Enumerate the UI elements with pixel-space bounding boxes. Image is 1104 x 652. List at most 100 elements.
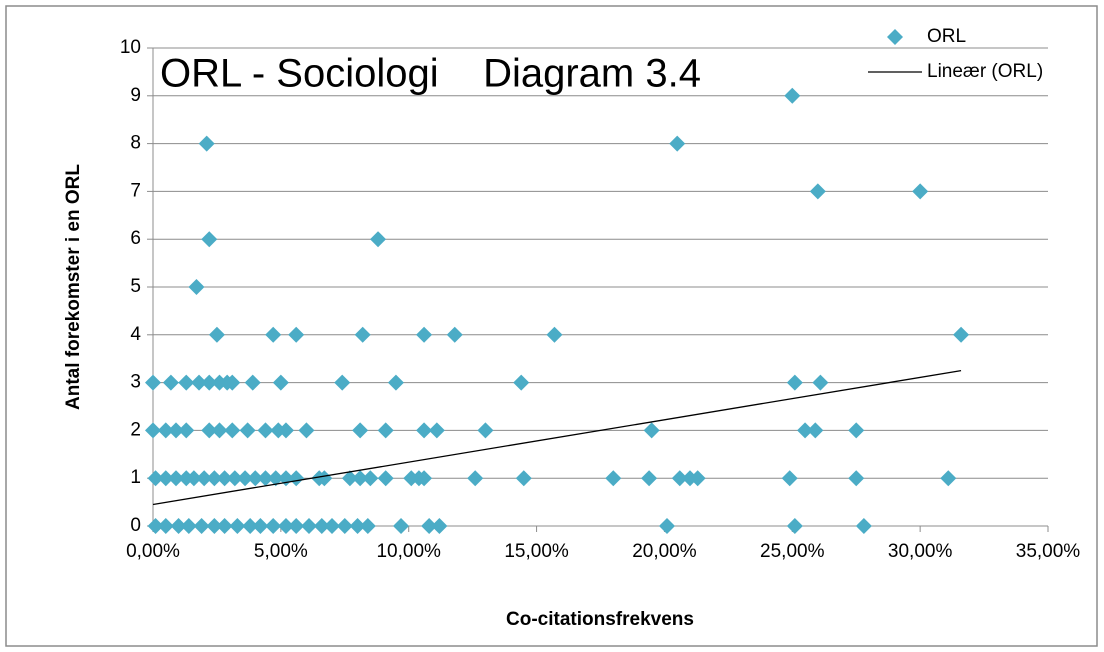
point [421,518,438,534]
point [288,518,305,534]
point [416,326,433,343]
point [298,422,315,439]
y-axis-label: Antal forekomster i en ORL [63,164,84,410]
point [188,279,205,295]
y-tick-label: 5 [130,276,141,297]
chart-title: ORL - Sociologi Diagram 3.4 [160,52,701,96]
point [157,422,174,439]
point [786,518,803,534]
point [226,470,243,487]
point [277,422,294,439]
point [252,518,269,534]
point [229,518,246,534]
y-tick-label: 2 [130,419,141,440]
y-tick-label: 6 [130,228,141,249]
point [168,422,185,439]
point [211,422,228,439]
point [784,87,801,104]
chart-frame [5,5,1098,647]
point [797,422,814,439]
point [324,518,340,534]
point [912,183,929,200]
point [201,231,218,248]
point [416,470,433,487]
point [272,374,289,391]
point [336,518,353,534]
point [224,422,241,439]
point [781,470,798,487]
point [428,422,445,439]
point [201,374,218,391]
point [216,518,233,534]
point [178,374,195,391]
point [265,518,282,534]
point [362,470,379,487]
point [201,422,218,439]
point [643,422,660,439]
point [848,470,865,487]
x-tick-label: 30,00% [888,541,953,562]
point [669,135,686,152]
point [446,326,463,343]
point [180,518,197,534]
point [239,422,256,439]
x-tick-label: 25,00% [760,541,825,562]
point [178,422,195,439]
point [359,518,376,534]
point [377,470,394,487]
point [198,135,215,152]
point [354,326,371,343]
point [515,470,532,487]
point [247,470,264,487]
point [162,374,179,391]
point [237,470,254,487]
point [242,518,259,534]
point [940,470,957,487]
point [431,518,448,534]
y-tick-label: 3 [130,372,141,393]
point [145,374,161,391]
point [244,374,261,391]
point [334,374,351,391]
point [352,470,369,487]
point [605,470,622,487]
point [848,422,865,439]
point [855,518,872,534]
point [812,374,829,391]
point [316,470,333,487]
point [953,326,970,343]
y-tick-label: 4 [130,324,141,345]
point [387,374,404,391]
point [377,422,394,439]
trend-line [152,370,962,506]
point [288,470,305,487]
x-tick-label: 0,00% [126,541,180,562]
point [185,470,202,487]
point [689,470,706,487]
point [313,518,330,534]
point [257,422,274,439]
point [641,470,658,487]
point [546,326,563,343]
legend-swatch [887,29,903,45]
y-tick-label: 7 [130,180,141,201]
point [658,518,675,534]
point [807,422,824,439]
point [786,374,803,391]
y-tick-label: 10 [120,37,141,58]
point [467,470,484,487]
y-tick-label: 9 [130,85,141,106]
x-axis-label: Co-citationsfrekvens [506,609,694,630]
point [393,518,410,534]
point [349,518,366,534]
point [265,326,282,343]
point [170,518,187,534]
point [147,470,164,487]
x-tick-label: 20,00% [632,541,697,562]
point [300,518,317,534]
y-tick-label: 1 [130,467,141,488]
point [157,518,174,534]
point [341,470,358,487]
y-tick-label: 0 [130,515,141,536]
